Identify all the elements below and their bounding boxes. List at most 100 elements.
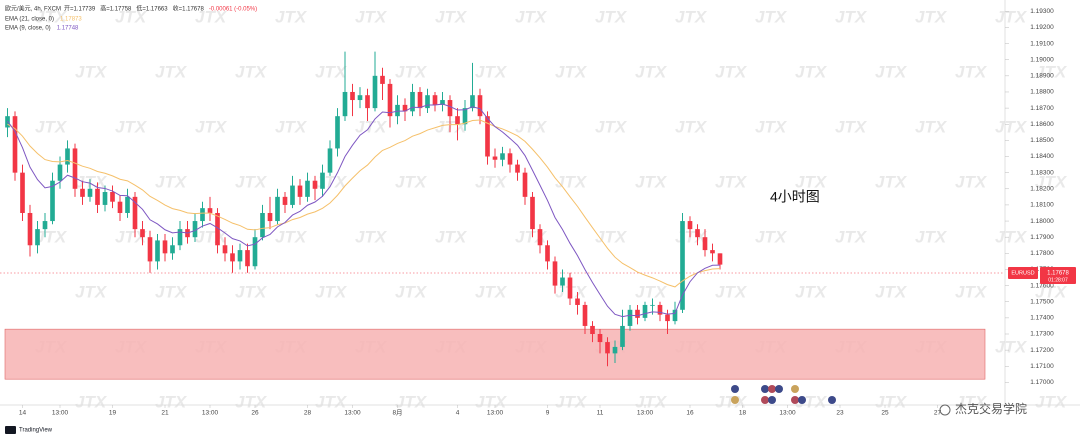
watermark: JTX <box>955 392 988 411</box>
y-tick-label: 1.18200 <box>1030 186 1054 193</box>
x-tick-label: 9 <box>546 410 550 417</box>
candle-body <box>582 304 588 326</box>
watermark: JTX <box>715 62 748 81</box>
candle-body <box>192 221 198 238</box>
watermark: JTX <box>355 227 388 246</box>
y-tick-label: 1.18300 <box>1030 169 1054 176</box>
watermark: JTX <box>1035 62 1068 81</box>
credit-icon <box>939 404 951 416</box>
candle-body <box>552 261 558 286</box>
candle-body <box>155 240 160 262</box>
candle-body <box>597 334 603 343</box>
watermark: JTX <box>395 62 428 81</box>
y-tick-label: 1.19000 <box>1030 56 1054 63</box>
watermark: JTX <box>955 282 988 301</box>
x-tick-label: 19 <box>109 410 117 417</box>
watermark: JTX <box>995 117 1028 136</box>
watermark: JTX <box>155 392 188 411</box>
watermark: JTX <box>915 227 948 246</box>
watermark: JTX <box>995 7 1028 26</box>
candle-body <box>177 229 183 246</box>
watermark: JTX <box>435 227 468 246</box>
watermark: JTX <box>475 172 508 191</box>
candle-body <box>530 196 535 230</box>
credit: 杰克交易学院 <box>955 401 1027 416</box>
candle-body <box>635 309 640 318</box>
candle-body <box>380 75 385 84</box>
watermark: JTX <box>1035 172 1068 191</box>
watermark: JTX <box>115 7 148 26</box>
watermark: JTX <box>515 227 548 246</box>
candle-body <box>147 237 153 262</box>
candle-body <box>627 309 633 326</box>
ema-line <box>7 119 721 288</box>
watermark: JTX <box>875 172 908 191</box>
watermark: JTX <box>75 62 108 81</box>
watermark: JTX <box>235 282 268 301</box>
candle-body <box>455 116 460 125</box>
branding: TradingView <box>19 428 53 434</box>
candle-body <box>65 148 70 165</box>
x-tick-label: 27 <box>934 410 942 417</box>
candle-body <box>117 201 123 213</box>
candle-body <box>522 172 528 197</box>
watermark: JTX <box>115 117 148 136</box>
watermark: JTX <box>915 7 948 26</box>
x-tick-label: 23 <box>836 410 844 417</box>
watermark: JTX <box>755 117 788 136</box>
tradingview-logo <box>5 426 16 434</box>
candle-body <box>35 229 40 246</box>
x-tick-label: 14 <box>19 410 27 417</box>
candle-body <box>492 156 498 160</box>
candle-body <box>402 104 408 112</box>
watermark: JTX <box>395 172 428 191</box>
watermark: JTX <box>635 62 668 81</box>
x-tick-label: 18 <box>739 410 747 417</box>
watermark: JTX <box>595 227 628 246</box>
candle-body <box>470 95 475 109</box>
candle-body <box>200 208 205 222</box>
ohlc-value: 收=1.17678 <box>173 5 205 13</box>
candle-body <box>260 212 265 238</box>
candle-body <box>57 164 63 181</box>
candle-body <box>372 75 378 109</box>
candle-body <box>560 277 565 286</box>
candle-body <box>710 250 715 254</box>
watermark: JTX <box>155 282 188 301</box>
candle-body <box>222 245 228 254</box>
y-tick-label: 1.17000 <box>1030 379 1054 386</box>
y-tick-label: 1.17400 <box>1030 315 1054 322</box>
y-tick-label: 1.18100 <box>1030 202 1054 209</box>
price-tag: 1.17678 <box>1047 271 1069 277</box>
candle-body <box>365 95 370 109</box>
watermark: JTX <box>235 392 268 411</box>
candle-body <box>447 100 453 117</box>
watermark: JTX <box>435 7 468 26</box>
candle-body <box>50 180 55 222</box>
candle-body <box>432 95 438 105</box>
watermark: JTX <box>275 117 308 136</box>
candle-body <box>695 229 700 238</box>
candle-body <box>620 325 625 347</box>
candle-body <box>275 196 280 222</box>
candle-body <box>485 116 490 157</box>
candle-body <box>42 221 48 230</box>
legend-name: EMA (9, close, 0) <box>5 26 51 32</box>
watermark: JTX <box>875 62 908 81</box>
candle-body <box>642 304 648 318</box>
ohlc-value: 低=1.17663 <box>136 5 168 13</box>
watermark: JTX <box>35 227 68 246</box>
candle-body <box>237 250 243 262</box>
watermark: JTX <box>235 62 268 81</box>
candle-body <box>395 104 400 117</box>
watermark: JTX <box>315 392 348 411</box>
event-icons <box>731 385 836 404</box>
candle-body <box>605 342 610 354</box>
candle-body <box>717 253 723 265</box>
x-tick-label: 4 <box>456 410 460 417</box>
candle-body <box>132 196 138 230</box>
candle-body <box>72 148 78 189</box>
candle-body <box>500 153 505 160</box>
watermark: JTX <box>35 7 68 26</box>
